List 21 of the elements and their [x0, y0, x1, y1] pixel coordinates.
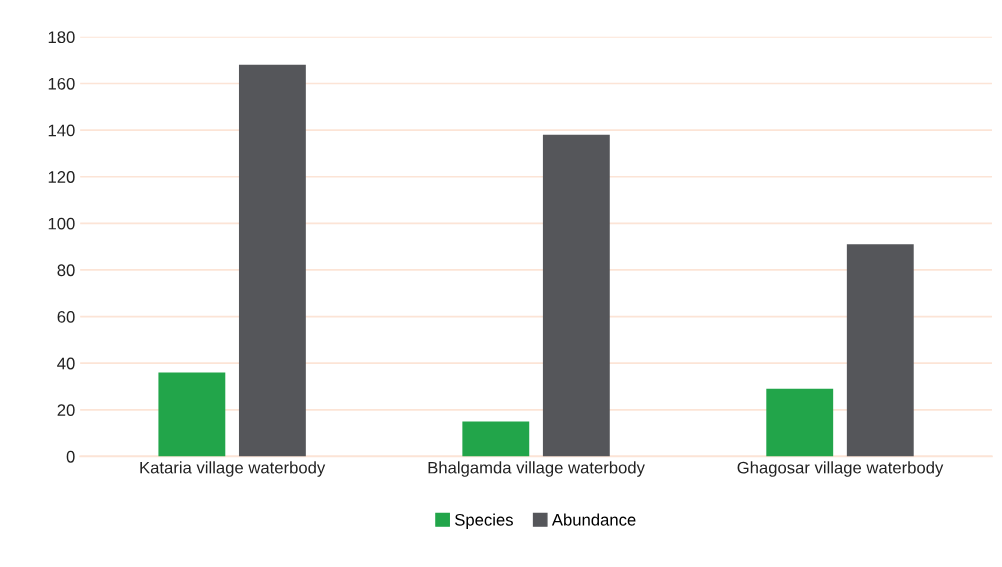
y-tick-label: 40	[57, 357, 75, 370]
y-tick-label: 140	[48, 124, 75, 137]
bar	[846, 244, 914, 457]
bar	[766, 388, 834, 457]
bar	[238, 64, 306, 457]
y-tick-label: 0	[66, 450, 75, 463]
x-tick-label: Bhalgamda village waterbody	[428, 461, 645, 477]
x-tick-label: Kataria village waterbody	[140, 461, 326, 477]
x-tick-label: Ghagosar village waterbody	[737, 461, 944, 477]
y-tick-label: 60	[57, 310, 75, 323]
y-tick-label: 20	[57, 404, 75, 417]
y-tick-label: 160	[48, 77, 75, 90]
bar	[542, 134, 610, 457]
y-tick-label: 80	[57, 264, 75, 277]
bar	[462, 421, 530, 457]
y-tick-label: 120	[48, 171, 75, 183]
legend-label: Abundance	[551, 513, 636, 526]
y-tick-label: 180	[48, 31, 75, 44]
legend-label: Species	[455, 513, 513, 530]
bar	[158, 372, 226, 457]
y-tick-label: 100	[48, 217, 75, 230]
